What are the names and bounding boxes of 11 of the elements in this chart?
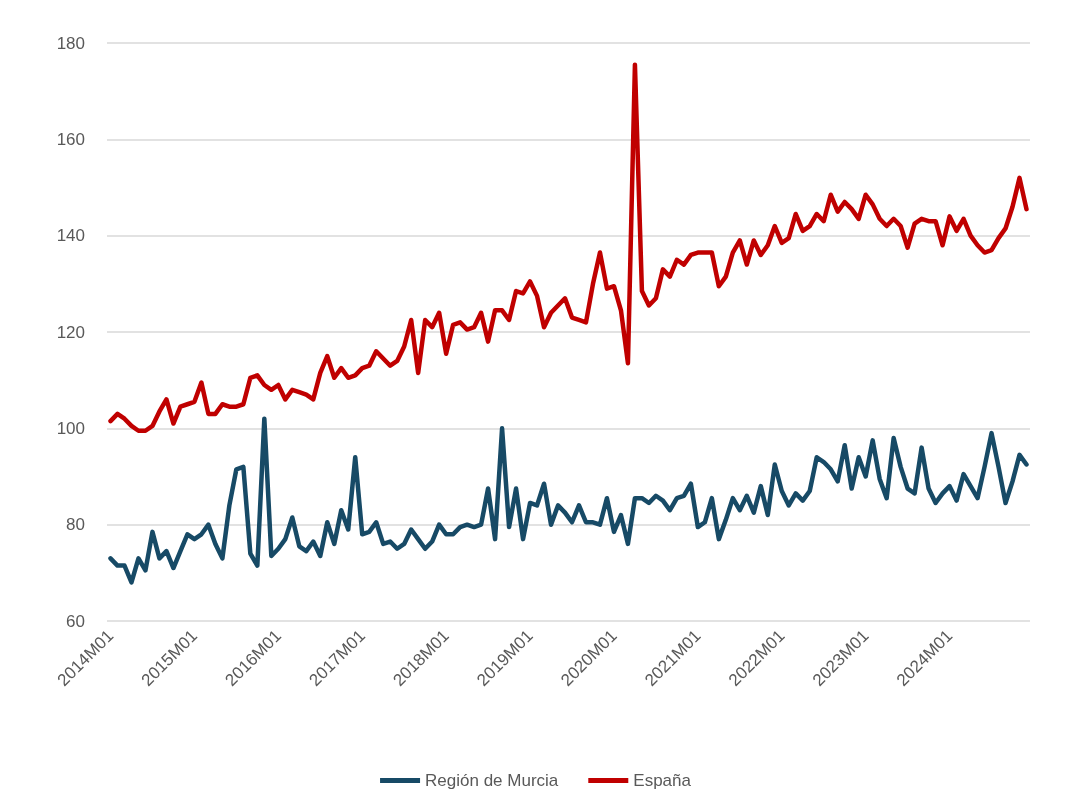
y-tick-label: 180 xyxy=(56,33,85,53)
y-tick-label: 100 xyxy=(56,418,85,438)
line-series xyxy=(108,416,1029,585)
y-tick-label: 80 xyxy=(66,515,85,535)
legend-label: Región de Murcia xyxy=(425,771,559,790)
line-series xyxy=(108,62,1029,433)
y-tick-label: 120 xyxy=(56,322,85,342)
y-tick-label: 160 xyxy=(56,129,85,149)
y-tick-label: 60 xyxy=(66,611,85,631)
y-tick-label: 140 xyxy=(56,226,85,246)
legend-label: España xyxy=(633,771,692,790)
